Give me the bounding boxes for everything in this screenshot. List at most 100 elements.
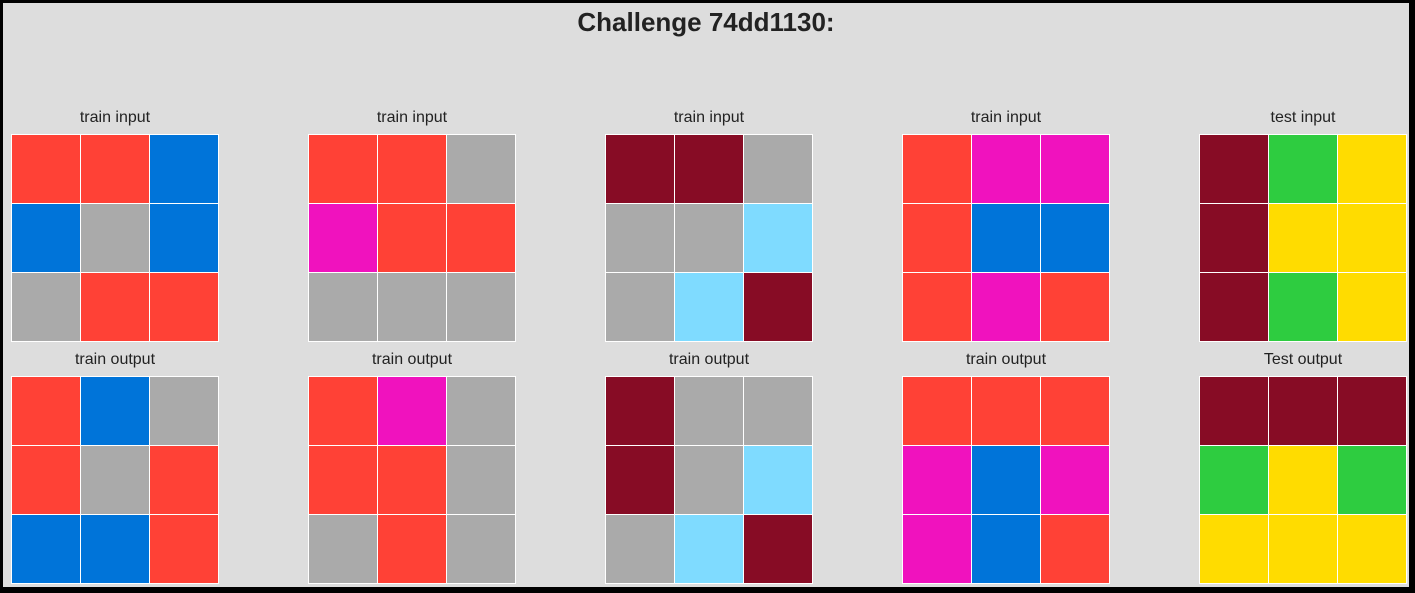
grid-cell xyxy=(972,204,1040,272)
color-grid xyxy=(605,134,813,342)
grid-cell xyxy=(744,377,812,445)
grid-cell xyxy=(378,204,446,272)
color-grid xyxy=(11,134,219,342)
grid-cell xyxy=(1338,515,1406,583)
panel-label: train input xyxy=(970,109,1042,126)
grid-cell xyxy=(903,273,971,341)
color-grid xyxy=(11,376,219,584)
grid-cell xyxy=(744,204,812,272)
grid-cell xyxy=(972,377,1040,445)
grid-cell xyxy=(150,135,218,203)
grid-cell xyxy=(81,377,149,445)
grid-cell xyxy=(12,135,80,203)
grid-cell xyxy=(972,273,1040,341)
grid-cell xyxy=(1269,515,1337,583)
color-grid xyxy=(902,376,1110,584)
grid-cell xyxy=(447,204,515,272)
grid-cell xyxy=(606,377,674,445)
grid-cell xyxy=(1269,446,1337,514)
grid-cell xyxy=(972,135,1040,203)
grid-cell xyxy=(12,446,80,514)
grid-cell xyxy=(309,515,377,583)
grid-cell xyxy=(81,273,149,341)
grid-cell xyxy=(606,446,674,514)
grid-cell xyxy=(447,135,515,203)
grid-cell xyxy=(606,273,674,341)
color-grid xyxy=(1199,376,1407,584)
grid-cell xyxy=(150,446,218,514)
grid-cell xyxy=(1200,204,1268,272)
grid-cell xyxy=(1041,204,1109,272)
grid-cell xyxy=(12,515,80,583)
grid-cell xyxy=(12,377,80,445)
grid-cell xyxy=(744,135,812,203)
grid-cell xyxy=(903,446,971,514)
panel-label: Test output xyxy=(1263,351,1343,368)
grid-cell xyxy=(1338,446,1406,514)
grid-cell xyxy=(1041,377,1109,445)
grid-cell xyxy=(1338,377,1406,445)
grid-cell xyxy=(150,377,218,445)
grid-cell xyxy=(606,135,674,203)
grid-cell xyxy=(1269,135,1337,203)
grid-cell xyxy=(309,204,377,272)
panel-label: train input xyxy=(673,109,745,126)
grid-cell xyxy=(1200,446,1268,514)
grid-cell xyxy=(1200,273,1268,341)
grid-cell xyxy=(903,135,971,203)
grid-cell xyxy=(309,273,377,341)
grid-cell xyxy=(1269,273,1337,341)
grid-cell xyxy=(1338,135,1406,203)
color-grid xyxy=(902,134,1110,342)
grid-cell xyxy=(903,515,971,583)
grid-cell xyxy=(1338,273,1406,341)
grid-cell xyxy=(744,515,812,583)
grid-cell xyxy=(81,515,149,583)
grid-cell xyxy=(1041,446,1109,514)
grid-cell xyxy=(1269,377,1337,445)
grid-cell xyxy=(447,273,515,341)
panel-label: train input xyxy=(376,109,448,126)
grid-cell xyxy=(1200,135,1268,203)
grid-cell xyxy=(150,204,218,272)
grid-cell xyxy=(1269,204,1337,272)
grid-cell xyxy=(903,204,971,272)
grid-cell xyxy=(606,204,674,272)
grid-cell xyxy=(309,135,377,203)
panel-label: train output xyxy=(371,351,453,368)
color-grid xyxy=(308,376,516,584)
grid-cell xyxy=(447,377,515,445)
grid-cell xyxy=(378,377,446,445)
canvas: Challenge 74dd1130: train input train inp… xyxy=(3,3,1409,587)
grid-cell xyxy=(675,377,743,445)
panel-label: train output xyxy=(74,351,156,368)
grid-cell xyxy=(447,446,515,514)
grid-cell xyxy=(12,273,80,341)
grid-cell xyxy=(309,446,377,514)
grid-cell xyxy=(675,273,743,341)
panel-label: train input xyxy=(79,109,151,126)
grid-cell xyxy=(972,446,1040,514)
grid-cell xyxy=(1200,377,1268,445)
grid-cell xyxy=(378,446,446,514)
grid-cell xyxy=(744,446,812,514)
grid-cell xyxy=(675,515,743,583)
grid-cell xyxy=(12,204,80,272)
grid-cell xyxy=(903,377,971,445)
grid-cell xyxy=(150,273,218,341)
grid-cell xyxy=(378,135,446,203)
grid-cell xyxy=(309,377,377,445)
grid-cell xyxy=(378,273,446,341)
color-grid xyxy=(308,134,516,342)
grid-cell xyxy=(675,204,743,272)
page-title: Challenge 74dd1130: xyxy=(577,7,835,37)
grid-cell xyxy=(744,273,812,341)
grid-cell xyxy=(81,446,149,514)
color-grid xyxy=(1199,134,1407,342)
color-grid xyxy=(605,376,813,584)
panel-label: train output xyxy=(965,351,1047,368)
grid-cell xyxy=(1041,515,1109,583)
grid-cell xyxy=(1041,135,1109,203)
grid-cell xyxy=(972,515,1040,583)
panel-label: test input xyxy=(1270,109,1336,126)
